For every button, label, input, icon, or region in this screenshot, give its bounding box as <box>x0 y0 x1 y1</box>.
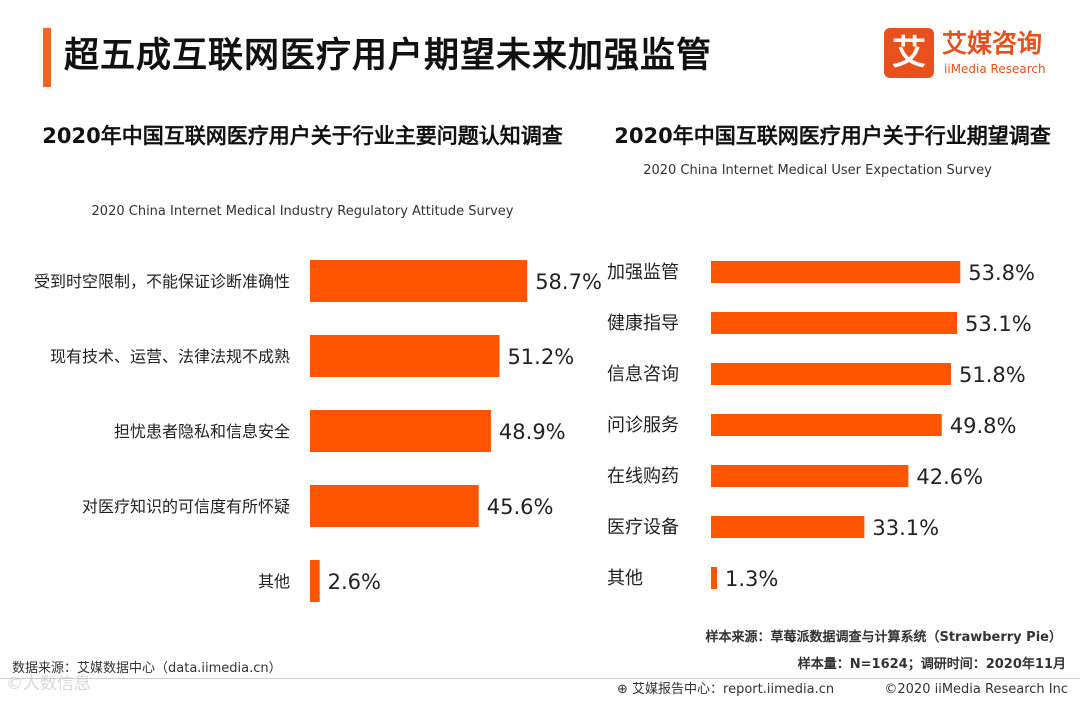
right-bar-chart: 加强监管 53.8% 健康指导 53.1% 信息咨询 51.8% 问诊服务 49.8% 在线购药… <box>607 261 1035 591</box>
logo-mark: 艾 <box>884 28 934 78</box>
category-label: 在线购药 <box>607 466 679 487</box>
data-source: 数据来源：艾媒数据中心（data.iimedia.cn） <box>12 661 282 676</box>
value-label: 53.8% <box>968 261 1035 285</box>
value-label: 49.8% <box>950 414 1017 438</box>
bar <box>310 260 528 302</box>
value-label: 51.2% <box>507 345 574 369</box>
right-chart-title: 2020年中国互联网医疗用户关于行业期望调查 <box>614 124 1051 148</box>
logo-name-cn: 艾媒咨询 <box>942 29 1043 58</box>
copyright: ©2020 iiMedia Research Inc <box>884 682 1068 697</box>
left-chart-subtitle: 2020 China Internet Medical Industry Reg… <box>91 204 514 219</box>
category-label: 信息咨询 <box>607 364 679 385</box>
value-label: 58.7% <box>535 270 602 294</box>
value-label: 53.1% <box>965 312 1032 336</box>
bar <box>310 335 500 377</box>
iimedia-logo: 艾 艾媒咨询 iiMedia Research <box>884 28 1064 84</box>
bar <box>310 560 320 602</box>
bar <box>711 516 865 538</box>
globe-icon: ⊕ <box>617 682 628 697</box>
value-label: 33.1% <box>872 516 939 540</box>
logo-name-en: iiMedia Research <box>944 62 1046 76</box>
value-label: 1.3% <box>725 567 778 591</box>
category-label: 现有技术、运营、法律法规不成熟 <box>50 347 290 366</box>
value-label: 45.6% <box>487 495 554 519</box>
category-label: 健康指导 <box>607 313 679 334</box>
value-label: 51.8% <box>959 363 1026 387</box>
report-center-link[interactable]: 艾媒报告中心：report.iimedia.cn <box>632 682 835 697</box>
value-label: 2.6% <box>328 570 381 594</box>
category-label: 加强监管 <box>607 262 679 283</box>
left-bar-chart: 受到时空限制，不能保证诊断准确性 58.7% 现有技术、运营、法律法规不成熟 51.2… <box>34 260 602 602</box>
left-chart-title: 2020年中国互联网医疗用户关于行业主要问题认知调查 <box>42 124 563 148</box>
page-title: 超五成互联网医疗用户期望未来加强监管 <box>64 36 713 76</box>
title-accent-bar <box>43 28 51 87</box>
footer-divider <box>0 678 1080 679</box>
bar <box>711 261 961 283</box>
bar <box>711 465 909 487</box>
category-label: 对医疗知识的可信度有所怀疑 <box>82 497 290 516</box>
bar <box>711 312 958 334</box>
category-label: 受到时空限制，不能保证诊断准确性 <box>34 272 290 291</box>
bar <box>711 567 718 589</box>
category-label: 担忧患者隐私和信息安全 <box>114 422 290 441</box>
bar <box>711 414 942 436</box>
sample-size: 样本量：N=1624；调研时间：2020年11月 <box>797 657 1066 672</box>
category-label: 问诊服务 <box>607 415 679 436</box>
category-label: 医疗设备 <box>607 517 679 538</box>
report-center: ⊕ 艾媒报告中心：report.iimedia.cn <box>617 681 834 699</box>
category-label: 其他 <box>258 572 290 591</box>
value-label: 48.9% <box>499 420 566 444</box>
category-label: 其他 <box>607 568 643 589</box>
bar <box>711 363 952 385</box>
right-chart-subtitle: 2020 China Internet Medical User Expecta… <box>643 163 992 178</box>
bar <box>310 410 491 452</box>
value-label: 42.6% <box>916 465 983 489</box>
sample-source: 样本来源：草莓派数据调查与计算系统（Strawberry Pie） <box>705 630 1062 645</box>
watermark: ©人数信息 <box>6 674 91 694</box>
bar <box>310 485 479 527</box>
